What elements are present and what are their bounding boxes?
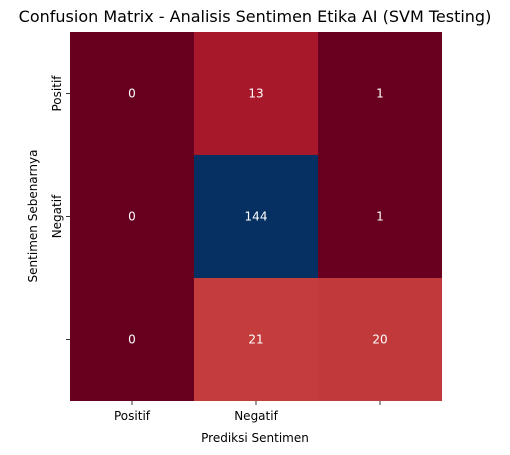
y-tick-label: Positif [50, 75, 64, 112]
cell-value-label: 1 [376, 210, 384, 224]
heatmap-cells [70, 32, 442, 401]
y-axis-ticks: Positif Negatif [50, 75, 70, 340]
cell-value-label: 0 [128, 333, 136, 347]
heatmap-cell [318, 155, 442, 278]
heatmap-cell [194, 32, 318, 155]
x-tick-label: Negatif [234, 409, 278, 423]
heatmap-cell [194, 155, 318, 278]
cell-value-label: 0 [128, 210, 136, 224]
heatmap-cell [318, 278, 442, 401]
heatmap-cell [318, 32, 442, 155]
cell-value-label: 20 [372, 333, 387, 347]
heatmap-cell [70, 155, 194, 278]
y-tick-label: Negatif [50, 194, 64, 238]
x-tick-label: Positif [114, 409, 151, 423]
cell-value-label: 21 [248, 333, 263, 347]
y-axis-label: Sentimen Sebenarnya [26, 150, 40, 283]
cell-value-label: 0 [128, 87, 136, 101]
cell-value-label: 144 [245, 210, 268, 224]
cell-value-label: 13 [248, 87, 263, 101]
chart-title: Confusion Matrix - Analisis Sentimen Eti… [19, 7, 492, 26]
heatmap-cell [194, 278, 318, 401]
heatmap-cell [70, 32, 194, 155]
heatmap-cell [70, 278, 194, 401]
x-axis-label: Prediksi Sentimen [201, 431, 309, 445]
heatmap-cell-labels: 0 13 1 0 144 1 0 21 20 [128, 87, 387, 347]
x-axis-ticks: Positif Negatif [114, 401, 381, 423]
cell-value-label: 1 [376, 87, 384, 101]
